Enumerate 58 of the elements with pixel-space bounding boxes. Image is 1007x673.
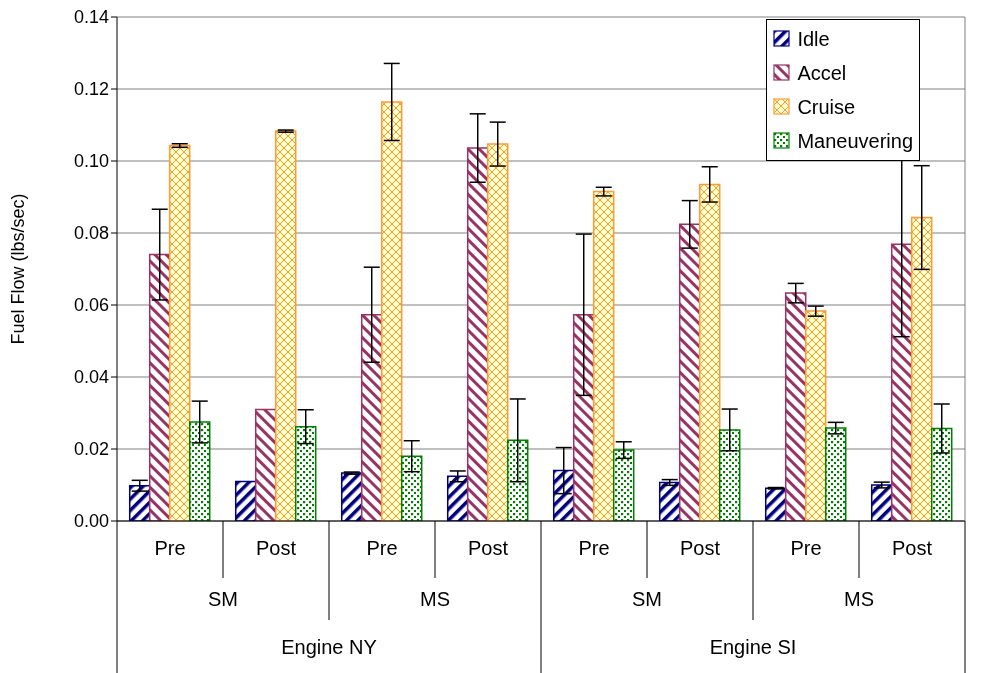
bar — [552, 469, 575, 521]
bar — [678, 223, 701, 521]
bar — [294, 425, 317, 521]
y-tick-label: 0.02 — [73, 439, 109, 460]
legend-label: Idle — [797, 27, 830, 51]
y-tick-label: 0.12 — [73, 79, 109, 100]
bar — [400, 455, 423, 521]
bar — [890, 243, 913, 521]
bar — [592, 190, 615, 521]
x-tick-label: Pre — [366, 537, 398, 560]
y-tick-label: 0.14 — [73, 7, 109, 28]
text: MS — [420, 588, 450, 610]
bar — [658, 481, 681, 521]
bar — [612, 449, 635, 521]
bar — [254, 408, 277, 521]
legend-label: Maneuvering — [797, 129, 913, 153]
text: Engine NY — [281, 635, 377, 658]
bar — [340, 472, 363, 521]
text: MS — [844, 588, 874, 610]
bar — [930, 427, 953, 521]
bar — [784, 292, 807, 521]
bar — [234, 480, 257, 521]
x-tick-label: Pre — [578, 537, 610, 560]
legend-label: Cruise — [797, 95, 856, 119]
bar — [466, 147, 489, 521]
bar — [486, 143, 509, 521]
bar — [870, 484, 893, 521]
bar — [506, 439, 529, 521]
y-tick-label: 0.04 — [73, 367, 109, 388]
x-tick-label: Pre — [154, 537, 186, 560]
y-tick-label: 0.00 — [73, 511, 109, 532]
text: Engine SI — [709, 635, 797, 658]
bar — [360, 313, 383, 521]
bar — [824, 427, 847, 521]
x-tick-label: Post — [467, 537, 509, 560]
x-tick-label: Post — [891, 537, 933, 560]
x-tick-label: Pre — [790, 537, 822, 560]
bar — [804, 310, 827, 521]
x-tick-label: Post — [255, 537, 297, 560]
bar — [718, 429, 741, 521]
bar — [148, 253, 171, 521]
bar — [572, 313, 595, 521]
bar — [168, 144, 191, 521]
legend-label: Accel — [797, 61, 847, 85]
y-tick-label: 0.10 — [73, 151, 109, 172]
bar — [274, 130, 297, 521]
bar — [910, 216, 933, 521]
y-axis-title: Fuel Flow (lbs/sec) — [8, 193, 29, 345]
bar — [188, 421, 211, 521]
bar — [128, 484, 151, 521]
bar — [380, 101, 403, 521]
bar — [698, 183, 721, 521]
y-tick-label: 0.06 — [73, 295, 109, 316]
y-tick-label: 0.08 — [73, 223, 109, 244]
x-tick-label: Post — [679, 537, 721, 560]
bar — [446, 475, 469, 521]
text: SM — [632, 588, 662, 610]
text: SM — [208, 588, 238, 610]
